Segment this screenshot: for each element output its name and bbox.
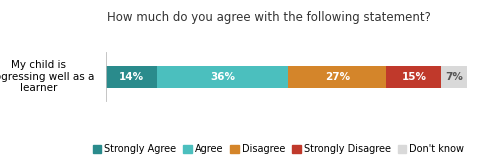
Legend: Strongly Agree, Agree, Disagree, Strongly Disagree, Don't know: Strongly Agree, Agree, Disagree, Strongl… [89, 140, 468, 158]
Bar [288, 66, 386, 88]
Text: 36%: 36% [210, 72, 235, 82]
Text: 7%: 7% [445, 72, 463, 82]
Bar [441, 66, 467, 88]
Text: 15%: 15% [401, 72, 426, 82]
Bar [106, 66, 156, 88]
Text: 27%: 27% [324, 72, 350, 82]
Bar [156, 66, 288, 88]
Bar [386, 66, 441, 88]
Text: How much do you agree with the following statement?: How much do you agree with the following… [107, 11, 431, 24]
Text: 14%: 14% [119, 72, 144, 82]
